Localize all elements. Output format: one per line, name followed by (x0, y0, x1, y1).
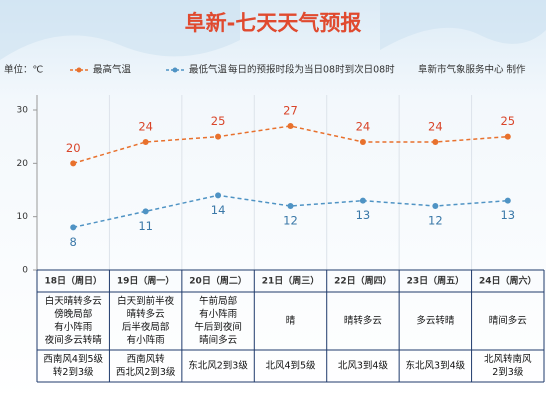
data-label: 11 (138, 219, 153, 233)
y-tick-label: 20 (17, 159, 29, 169)
data-label: 12 (283, 214, 298, 228)
weather-text: 晴间多云 (489, 315, 527, 327)
data-label: 27 (283, 104, 298, 118)
data-label: 13 (500, 208, 515, 222)
weather-text: 夜间多云转晴 (45, 334, 103, 346)
weather-text: 有小阵雨 (199, 308, 237, 320)
data-label: 24 (138, 120, 153, 134)
wind-text: 西南风转 (127, 353, 166, 365)
y-tick-label: 30 (17, 106, 29, 116)
weather-text: 傍晚局部 (54, 308, 92, 320)
weather-text: 午后到夜间 (194, 321, 242, 333)
weather-text: 晴间多云 (199, 334, 237, 346)
data-label: 14 (211, 203, 226, 217)
data-point (432, 203, 439, 209)
x-tick-label: 19日（周一） (117, 276, 175, 287)
data-point (359, 139, 366, 145)
wind-text: 北风转南风 (484, 353, 532, 365)
weather-text: 有小阵雨 (54, 321, 92, 333)
data-label: 20 (66, 141, 81, 155)
decoration (0, 0, 240, 60)
data-label: 25 (211, 114, 226, 128)
data-point (70, 224, 77, 231)
data-point (504, 197, 511, 204)
weather-text: 白天晴转多云 (45, 295, 102, 307)
note: 每日的预报时段为当日08时到次日08时 (228, 64, 395, 76)
wind-text: 西南风4到5级 (43, 353, 103, 365)
data-point (215, 133, 222, 140)
data-point (287, 123, 294, 129)
legend-marker (172, 67, 178, 73)
wind-text: 2到3级 (492, 366, 524, 378)
y-tick-label: 0 (22, 266, 28, 276)
wind-text: 北风3到4级 (338, 360, 389, 372)
x-tick-label: 18日（周日） (44, 276, 102, 287)
x-tick-label: 24日（周六） (479, 275, 537, 287)
x-tick-label: 22日（周四） (334, 276, 392, 287)
weather-text: 有小阵雨 (127, 334, 165, 346)
wind-text: 西北风2到3级 (116, 366, 176, 378)
source: 阜新市气象服务中心 制作 (418, 64, 526, 76)
wind-text: 东北风3到4级 (406, 360, 466, 372)
wind-text: 东北风2到3级 (188, 360, 248, 372)
data-point (504, 133, 511, 140)
weather-text: 晴 (286, 315, 296, 327)
x-tick-label: 23日（周五） (407, 276, 465, 287)
data-label: 8 (70, 235, 77, 249)
wind-text: 转2到3级 (53, 366, 94, 378)
data-point (432, 139, 439, 145)
legend-marker (76, 67, 82, 73)
data-label: 12 (428, 214, 443, 228)
data-point (287, 203, 294, 209)
legend-label: 最低气温 (189, 64, 228, 76)
data-label: 24 (428, 120, 443, 134)
data-point (142, 139, 149, 145)
data-point (359, 197, 366, 204)
weather-text: 后半夜局部 (122, 321, 170, 333)
weather-text: 午前局部 (199, 295, 237, 307)
data-label: 24 (356, 120, 371, 134)
unit-label: 单位：℃ (4, 64, 44, 76)
data-label: 25 (500, 114, 515, 128)
weather-text: 多云转晴 (416, 315, 455, 327)
y-tick-label: 10 (17, 212, 29, 222)
wind-text: 北风4到5级 (265, 360, 316, 372)
weather-text: 白天到前半夜 (117, 295, 175, 307)
legend-label: 最高气温 (93, 64, 132, 76)
data-point (70, 160, 77, 167)
data-label: 13 (356, 208, 371, 222)
x-tick-label: 21日（周三） (262, 276, 320, 287)
data-point (215, 192, 222, 199)
x-tick-label: 20日（周二） (189, 276, 247, 287)
chart-title: 阜新-七天天气预报 (185, 11, 362, 35)
data-point (142, 208, 149, 215)
weather-text: 晴转多云 (127, 308, 165, 320)
weather-text: 晴转多云 (344, 315, 382, 327)
decoration (380, 0, 546, 50)
